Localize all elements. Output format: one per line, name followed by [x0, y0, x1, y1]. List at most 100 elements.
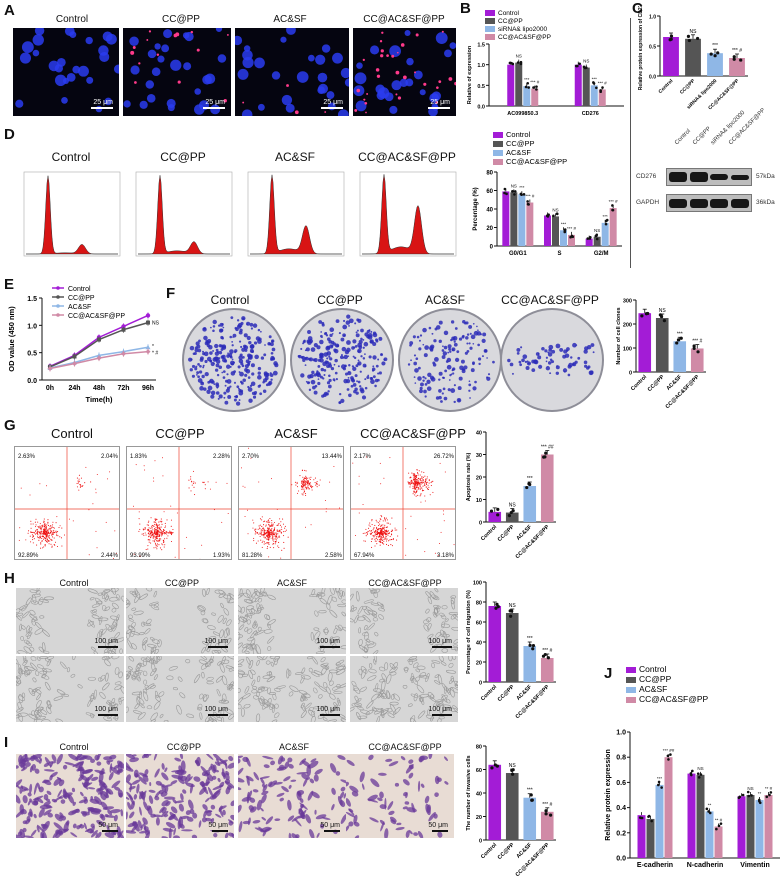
event-dot: [272, 533, 274, 535]
colony: [270, 355, 275, 361]
stained-cell: [331, 803, 335, 811]
cell: [453, 644, 458, 648]
event-dot: [262, 530, 264, 532]
event-dot: [42, 529, 45, 531]
cell: [186, 713, 195, 719]
event-dot: [302, 476, 304, 478]
colony: [356, 329, 359, 332]
cell: [90, 610, 97, 615]
cell: [247, 637, 255, 642]
event-dot: [50, 538, 52, 540]
cell: [98, 677, 103, 682]
data-point: [548, 813, 553, 817]
cell: [423, 624, 430, 632]
event-dot: [164, 544, 166, 546]
event-dot: [160, 530, 162, 532]
colony: [229, 335, 233, 339]
colony: [535, 352, 540, 356]
event-dot: [373, 536, 375, 538]
cell: [238, 634, 243, 639]
cell: [35, 622, 42, 629]
event-dot: [282, 523, 284, 525]
event-dot: [274, 532, 276, 534]
scale-bar-label: 100 μm: [94, 638, 119, 645]
event-dot: [268, 539, 270, 541]
event-dot: [263, 541, 266, 543]
colony: [357, 318, 362, 323]
colony: [229, 385, 232, 388]
nucleus: [34, 28, 45, 36]
event-dot: [53, 527, 55, 529]
cell: [434, 674, 440, 678]
stained-cell: [133, 769, 139, 778]
event-dot: [291, 484, 293, 486]
event-dot: [415, 475, 417, 477]
colony: [468, 380, 471, 383]
event-dot: [416, 479, 418, 481]
cell: [276, 685, 286, 690]
event-dot: [358, 483, 360, 485]
event-dot: [410, 476, 412, 478]
cell: [441, 621, 445, 629]
cell: [300, 676, 305, 684]
cell: [408, 656, 418, 661]
colony: [238, 355, 243, 360]
cell: [153, 603, 159, 608]
cell: [150, 651, 156, 654]
data-point: [555, 212, 559, 216]
stained-cell: [116, 826, 122, 838]
event-dot: [303, 481, 305, 483]
colony: [250, 344, 255, 349]
event-dot: [382, 533, 384, 536]
y-tick-label: 80: [476, 601, 482, 607]
colony: [217, 397, 220, 400]
cell: [300, 702, 305, 709]
bar: [687, 773, 696, 858]
event-dot: [58, 526, 60, 529]
cell: [256, 660, 260, 666]
cell: [221, 693, 227, 703]
event-dot: [415, 478, 418, 480]
event-dot: [275, 535, 278, 538]
event-dot: [382, 536, 384, 539]
cell: [206, 636, 217, 642]
wound-image: 100 μm: [350, 656, 458, 722]
a-label-control: Control: [55, 14, 89, 25]
panel-letter-i: I: [4, 734, 9, 751]
cell: [222, 617, 227, 624]
cell: [414, 676, 420, 682]
stained-cell: [108, 771, 114, 781]
nucleus: [321, 44, 331, 53]
fluorescence-svg: [123, 28, 229, 115]
colony: [443, 330, 449, 336]
stained-cell: [70, 832, 78, 838]
histogram-peaks: [249, 174, 342, 255]
event-dot: [278, 535, 280, 537]
cell: [416, 684, 425, 694]
red-signal: [415, 33, 419, 37]
wb-membrane: [666, 194, 752, 212]
event-dot: [261, 546, 263, 548]
event-dot: [269, 525, 271, 527]
cell: [215, 675, 223, 683]
bar: [601, 222, 609, 246]
stained-cell: [395, 826, 405, 831]
event-dot: [410, 479, 412, 481]
cell: [407, 703, 413, 707]
cell: [366, 700, 374, 709]
cell: [269, 703, 274, 711]
colony: [224, 400, 229, 405]
colony: [516, 352, 520, 355]
cell: [101, 594, 107, 599]
event-dot: [40, 543, 42, 545]
event-dot: [266, 542, 268, 544]
cell: [16, 658, 19, 665]
data-point: [529, 793, 533, 797]
cell: [295, 672, 303, 675]
cell: [53, 696, 64, 701]
stained-cell: [34, 768, 40, 774]
cell: [251, 689, 258, 694]
stained-cell: [287, 815, 295, 822]
event-dot: [384, 533, 386, 535]
cell: [239, 588, 243, 597]
